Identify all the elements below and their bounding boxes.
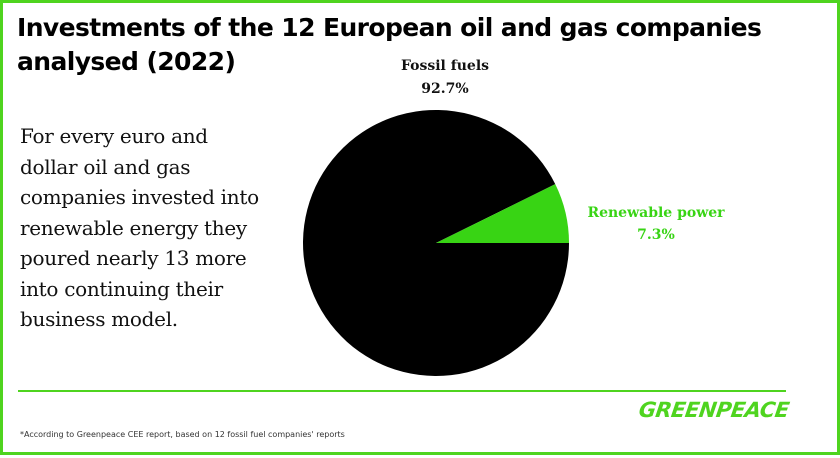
slice-value-fossil-fuels: 92.7% [421, 81, 468, 97]
divider-line [18, 390, 786, 392]
footnote: *According to Greenpeace CEE report, bas… [20, 430, 345, 439]
pie-slice-fossil-fuels [302, 110, 569, 377]
chart-title: Investments of the 12 European oil and g… [17, 13, 762, 76]
slice-name-renewable-power: Renewable power [587, 205, 725, 221]
pie-chart: Fossil fuels 92.7% Renewable power 7.3% [302, 58, 725, 377]
greenpeace-logo: GREENPEACE [637, 398, 791, 422]
pie-slice-renewable-power [436, 184, 569, 243]
slice-name-fossil-fuels: Fossil fuels [401, 58, 489, 74]
slice-value-renewable-power: 7.3% [637, 227, 675, 243]
summary-text: For every euro and dollar oil and gas co… [20, 124, 259, 331]
